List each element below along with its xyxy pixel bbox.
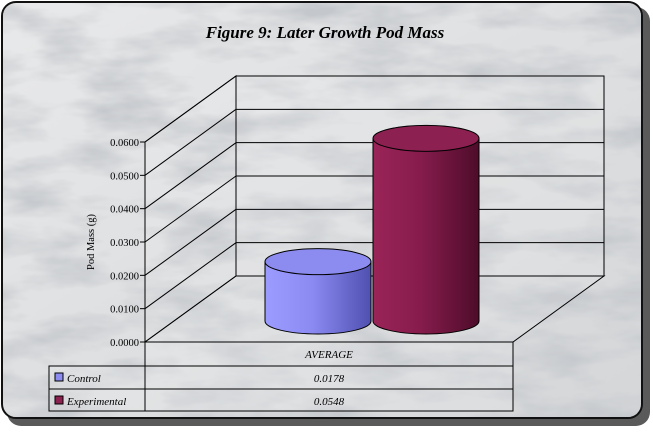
chart-title: Figure 9: Later Growth Pod Mass bbox=[205, 23, 445, 42]
bar-top bbox=[372, 124, 480, 152]
y-tick-label: 0.0600 bbox=[110, 138, 139, 149]
legend-swatch bbox=[54, 395, 64, 405]
y-tick-label: 0.0100 bbox=[110, 305, 139, 316]
bar-top bbox=[264, 248, 372, 276]
bar-body bbox=[372, 137, 480, 335]
side-gridline bbox=[144, 175, 237, 243]
side-gridline bbox=[144, 108, 237, 176]
table-value: 0.0548 bbox=[314, 396, 345, 408]
side-gridline bbox=[144, 242, 237, 310]
table-header-label: AVERAGE bbox=[304, 349, 353, 361]
y-tick-label: 0.0500 bbox=[110, 171, 139, 182]
bar-experimental bbox=[372, 124, 480, 335]
bar-body bbox=[264, 261, 372, 335]
table-value: 0.0178 bbox=[314, 373, 345, 385]
y-tick-label: 0.0000 bbox=[110, 338, 139, 349]
y-tick-label: 0.0200 bbox=[110, 271, 139, 282]
table-header-cell bbox=[144, 341, 514, 367]
marble-texture bbox=[3, 3, 641, 417]
side-gridline bbox=[144, 75, 237, 143]
side-gridline bbox=[144, 142, 237, 210]
bar-control bbox=[264, 248, 372, 335]
legend-label: Control bbox=[67, 373, 101, 385]
side-gridline bbox=[144, 208, 237, 276]
y-tick-label: 0.0400 bbox=[110, 205, 139, 216]
legend-swatch bbox=[54, 372, 64, 382]
y-axis-label: Pod Mass (g) bbox=[86, 214, 97, 271]
legend-label: Experimental bbox=[66, 396, 126, 408]
data-table: AVERAGE Control 0.0178 Experimental 0.0548 bbox=[48, 341, 514, 412]
plot-area: 0.0000 0.0100 0.0200 0.0300 0.0400 0.0500 0.06… bbox=[110, 75, 606, 349]
y-tick-label: 0.0300 bbox=[110, 238, 139, 249]
